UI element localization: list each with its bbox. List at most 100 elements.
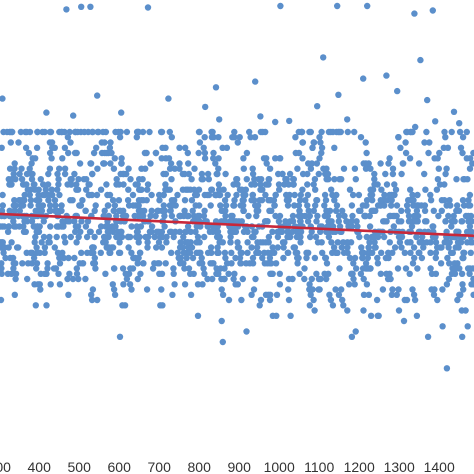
- data-point: [335, 212, 343, 220]
- data-point: [0, 260, 5, 267]
- data-point: [55, 176, 62, 183]
- data-point: [250, 233, 257, 241]
- data-point: [10, 218, 17, 225]
- data-point: [298, 212, 306, 220]
- data-point: [101, 207, 108, 214]
- data-point: [261, 249, 268, 256]
- data-point: [306, 281, 313, 288]
- data-point: [168, 134, 175, 141]
- data-point: [286, 191, 293, 199]
- data-point: [253, 249, 260, 256]
- data-point: [388, 197, 395, 204]
- data-point: [33, 228, 40, 235]
- data-point: [310, 181, 317, 188]
- data-point: [253, 244, 261, 251]
- data-point: [33, 265, 40, 272]
- data-point: [187, 270, 194, 277]
- data-point: [377, 160, 384, 167]
- data-point: [408, 223, 416, 230]
- data-point: [124, 197, 132, 204]
- data-point: [263, 155, 270, 162]
- data-point: [165, 155, 173, 162]
- data-point: [232, 228, 240, 235]
- data-point: [201, 149, 209, 157]
- data-point: [341, 212, 348, 220]
- data-point: [439, 286, 446, 293]
- data-point: [395, 286, 402, 293]
- data-point: [272, 155, 279, 162]
- data-point: [383, 181, 391, 188]
- data-point: [35, 191, 42, 199]
- data-point: [11, 165, 18, 172]
- data-point: [7, 181, 14, 188]
- data-point: [222, 212, 229, 220]
- data-point: [125, 186, 132, 193]
- data-point: [176, 144, 183, 151]
- data-point: [55, 181, 62, 188]
- data-point: [116, 134, 124, 141]
- data-point: [277, 155, 284, 162]
- data-point: [148, 223, 156, 230]
- data-point: [363, 233, 370, 241]
- data-point: [219, 144, 226, 151]
- data-point: [323, 207, 330, 214]
- data-point: [435, 212, 442, 220]
- data-point: [185, 265, 193, 272]
- data-point: [383, 72, 390, 79]
- data-point: [351, 128, 358, 136]
- data-point: [326, 291, 333, 298]
- data-point: [84, 218, 92, 225]
- data-point: [115, 197, 123, 204]
- data-point: [253, 207, 260, 214]
- data-point: [325, 233, 333, 241]
- data-point: [176, 212, 183, 220]
- data-point: [209, 128, 216, 136]
- data-point: [133, 233, 140, 241]
- data-point: [66, 218, 73, 225]
- data-point: [28, 260, 36, 267]
- data-point: [156, 260, 163, 267]
- data-point: [40, 218, 47, 225]
- data-point: [170, 265, 177, 272]
- data-point: [67, 233, 75, 241]
- data-point: [276, 281, 284, 288]
- data-point: [39, 202, 47, 209]
- data-point: [292, 134, 299, 141]
- data-point: [187, 228, 194, 235]
- data-point: [100, 160, 107, 167]
- data-point: [28, 160, 35, 167]
- data-point: [374, 254, 381, 262]
- data-point: [402, 139, 409, 146]
- data-point: [22, 144, 30, 151]
- data-point: [17, 202, 24, 209]
- data-point: [118, 109, 125, 116]
- data-point: [24, 275, 31, 283]
- data-point: [82, 223, 90, 230]
- data-point: [284, 197, 291, 204]
- data-point: [277, 2, 284, 10]
- data-point: [201, 134, 208, 141]
- data-point: [340, 302, 347, 309]
- data-point: [25, 149, 33, 157]
- data-point: [243, 328, 250, 335]
- data-point: [208, 134, 216, 141]
- data-point: [276, 270, 283, 277]
- data-point: [334, 2, 341, 10]
- data-point: [101, 149, 108, 157]
- data-point: [117, 207, 124, 214]
- data-point: [259, 254, 266, 262]
- data-point: [222, 254, 229, 262]
- data-point: [82, 207, 89, 214]
- data-point: [58, 202, 65, 209]
- data-point: [340, 165, 348, 172]
- data-point: [51, 144, 58, 151]
- data-point: [147, 212, 154, 220]
- data-point: [464, 323, 471, 330]
- data-point: [65, 291, 72, 298]
- data-point: [443, 165, 450, 172]
- data-point: [406, 270, 413, 277]
- data-point: [232, 281, 239, 288]
- data-point: [111, 291, 119, 298]
- data-point: [95, 128, 102, 136]
- data-point: [113, 176, 120, 183]
